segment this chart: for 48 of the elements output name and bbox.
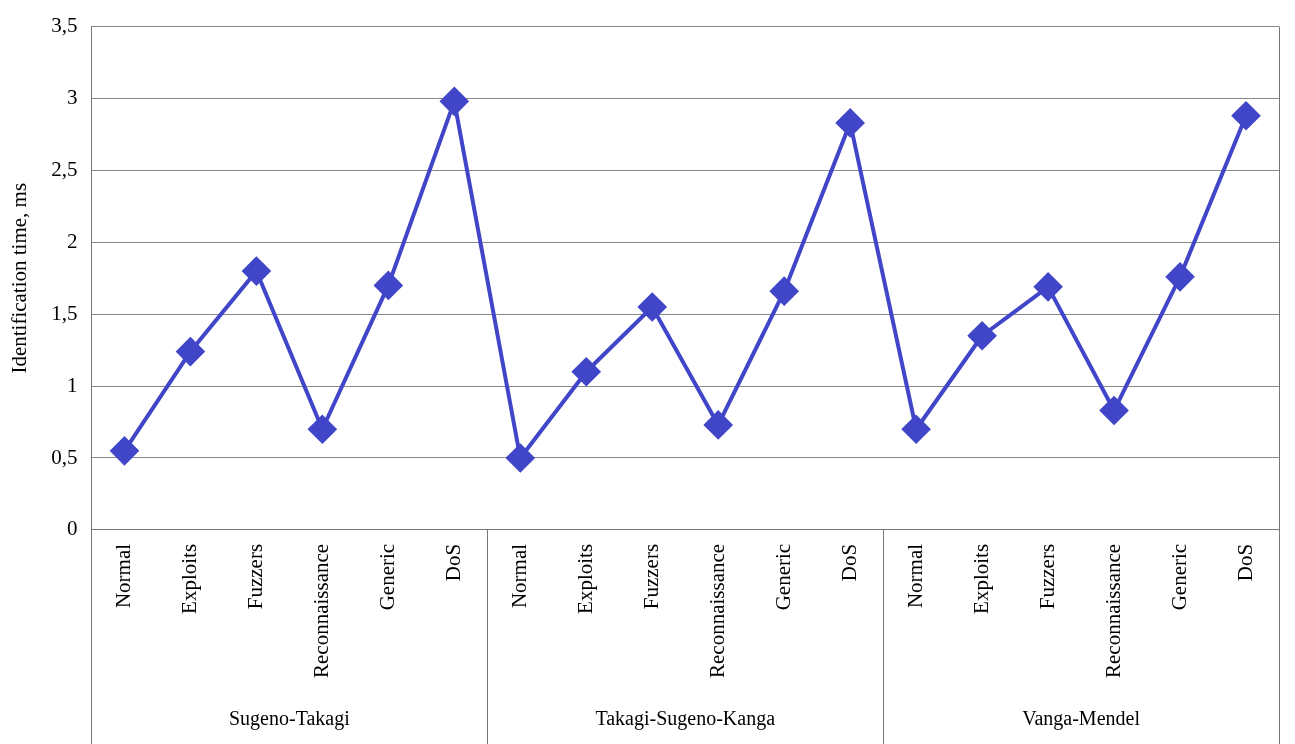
point xyxy=(440,87,469,116)
x-tick-label: Generic xyxy=(374,543,399,611)
x-tick-label: Generic xyxy=(1166,543,1191,611)
x-tick-label: Normal xyxy=(110,543,135,609)
x-tick-label: Fuzzers xyxy=(242,543,267,610)
point xyxy=(836,108,865,137)
point xyxy=(506,443,535,472)
point xyxy=(242,257,271,286)
text: Vanga-Mendel xyxy=(1022,707,1141,731)
point xyxy=(176,337,205,366)
point xyxy=(704,410,733,439)
point xyxy=(770,277,799,306)
x-tick-label: Reconnaissance xyxy=(704,543,729,679)
y-tick-label: 3,5 xyxy=(51,13,78,38)
point xyxy=(902,415,931,444)
point xyxy=(1232,101,1261,130)
x-tick-label: Exploits xyxy=(968,543,993,614)
x-tick-label: Reconnaissance xyxy=(308,543,333,679)
x-tick-label: Exploits xyxy=(176,543,201,614)
y-tick-label: 0 xyxy=(66,516,78,541)
y-tick-label: 2 xyxy=(66,228,78,253)
y-tick-label: 0,5 xyxy=(51,444,78,469)
point xyxy=(1100,396,1129,425)
x-tick-label: DoS xyxy=(1232,543,1257,582)
x-tick-label: Fuzzers xyxy=(1034,543,1059,610)
text: Takagi-Sugeno-Kanga xyxy=(595,707,776,731)
point xyxy=(572,357,601,386)
x-tick-label: Normal xyxy=(902,543,927,609)
point xyxy=(968,321,997,350)
point xyxy=(308,415,337,444)
text: Sugeno-Takagi xyxy=(228,707,351,731)
point xyxy=(1034,272,1063,301)
point xyxy=(374,271,403,300)
point xyxy=(1166,262,1195,291)
y-axis-title: Identification time, ms xyxy=(7,182,32,374)
x-tick-label: Generic xyxy=(770,543,795,611)
x-tick-label: Exploits xyxy=(572,543,597,614)
point xyxy=(638,293,667,321)
y-tick-label: 2,5 xyxy=(51,156,78,181)
point xyxy=(110,436,139,465)
x-tick-label: Fuzzers xyxy=(638,543,663,610)
y-tick-label: 1,5 xyxy=(51,300,78,325)
x-tick-label: Normal xyxy=(506,543,531,609)
x-tick-label: DoS xyxy=(440,543,465,582)
x-tick-label: Reconnaissance xyxy=(1100,543,1125,679)
y-tick-label: 3 xyxy=(66,85,78,110)
x-tick-label: DoS xyxy=(836,543,861,582)
y-tick-label: 1 xyxy=(66,372,78,397)
